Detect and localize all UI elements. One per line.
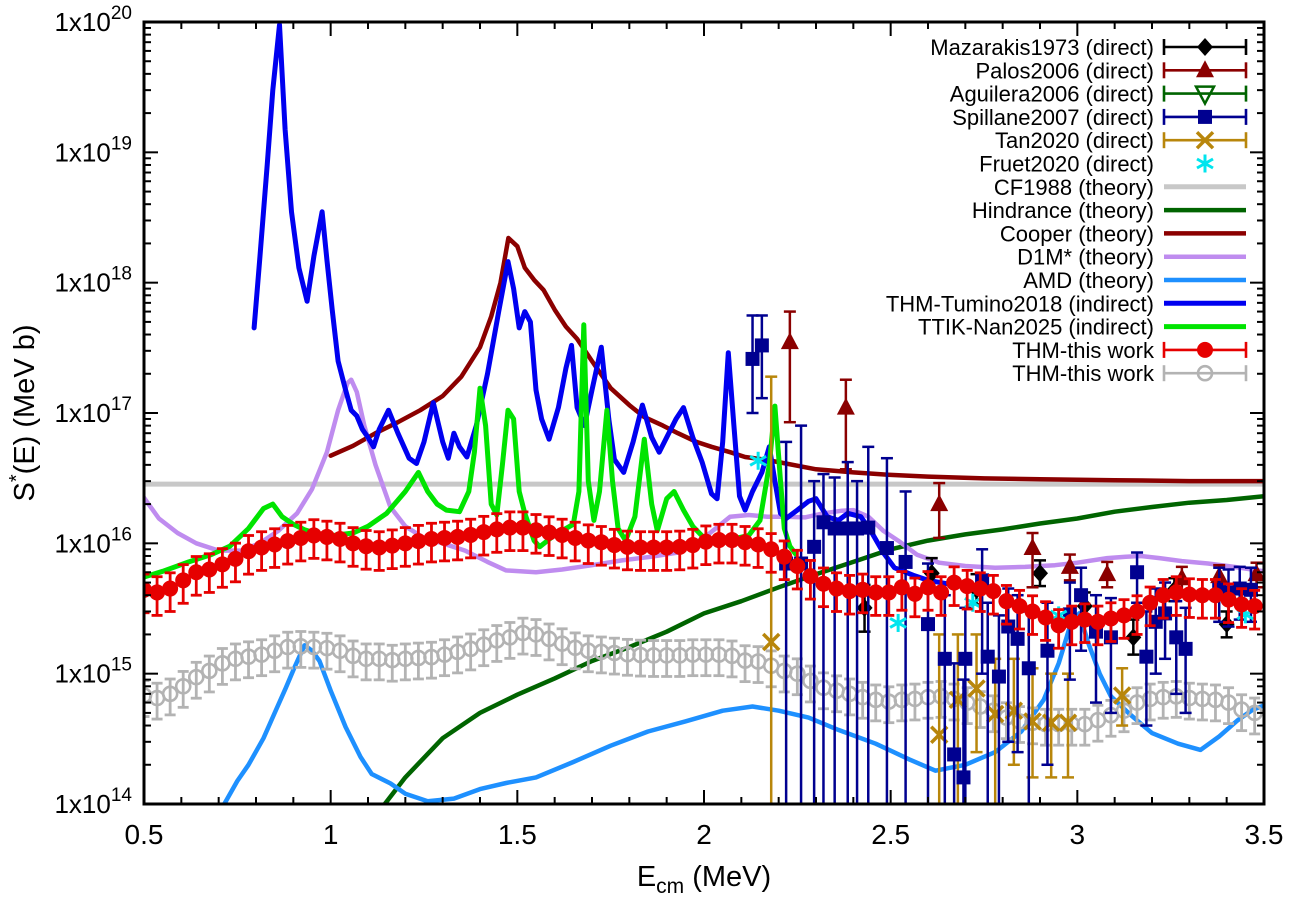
series-d1m	[144, 377, 1264, 575]
axis-tick-labels: 0.5 1 1.5 2 2.5 3 3.5 1x1014 1x1015 1x1016 1x1017 1…	[6, 3, 1283, 898]
legend-label-cooper: Cooper (theory)	[1000, 221, 1154, 246]
legend-label-aguilera: Aguilera2006 (direct)	[950, 82, 1154, 107]
x-tick-label-0.5: 0.5	[125, 819, 164, 850]
legend-item-hindrance: Hindrance (theory)	[972, 198, 1246, 223]
series-cooper	[328, 235, 1264, 484]
legend-item-cf1988: CF1988 (theory)	[994, 175, 1246, 200]
legend-label-thm_gray: THM-this work	[1012, 361, 1155, 386]
legend-label-hindrance: Hindrance (theory)	[972, 198, 1154, 223]
y-tick-label-15: 1x1015	[54, 655, 132, 689]
legend-label-thm_red: THM-this work	[1012, 338, 1155, 363]
x-tick-label-3.5: 3.5	[1245, 819, 1284, 850]
legend-item-tumino: THM-Tumino2018 (indirect)	[886, 291, 1246, 316]
y-tick-label-17: 1x1017	[54, 394, 132, 428]
series-fruet	[749, 451, 1255, 632]
legend-label-tan: Tan2020 (direct)	[995, 128, 1154, 153]
x-tick-label-3: 3	[1070, 819, 1086, 850]
legend-label-d1m: D1M* (theory)	[1017, 245, 1154, 270]
legend-label-palos: Palos2006 (direct)	[975, 58, 1154, 83]
x-tick-label-2.5: 2.5	[871, 819, 910, 850]
y-tick-label-14: 1x1014	[54, 785, 132, 819]
legend-item-spillane: Spillane2007 (direct)	[952, 105, 1248, 130]
x-tick-label-1.5: 1.5	[498, 819, 537, 850]
plot-area	[144, 22, 1264, 804]
legend-label-spillane: Spillane2007 (direct)	[952, 105, 1154, 130]
legend-item-cooper: Cooper (theory)	[1000, 221, 1246, 246]
legend-label-ttik: TTIK-Nan2025 (indirect)	[918, 315, 1154, 340]
series-tan	[761, 375, 1132, 804]
y-tick-label-18: 1x1018	[54, 264, 132, 298]
x-axis-title: Ecm (MeV)	[637, 861, 771, 898]
y-tick-label-16: 1x1016	[54, 524, 132, 558]
legend-label-cf1988: CF1988 (theory)	[994, 175, 1154, 200]
legend-item-aguilera: Aguilera2006 (direct)	[950, 82, 1248, 107]
legend: Mazarakis1973 (direct)Palos2006 (direct)…	[886, 35, 1248, 386]
legend-item-d1m: D1M* (theory)	[1017, 245, 1246, 270]
series-tumino	[251, 22, 998, 593]
legend-item-ttik: TTIK-Nan2025 (indirect)	[918, 315, 1246, 340]
series-thm_red	[144, 510, 1263, 650]
legend-item-thm_red: THM-this work	[1012, 338, 1248, 363]
series-thm_gray	[144, 616, 1263, 747]
legend-label-tumino: THM-Tumino2018 (indirect)	[886, 291, 1154, 316]
legend-label-fruet: Fruet2020 (direct)	[979, 152, 1154, 177]
legend-item-fruet: Fruet2020 (direct)	[979, 152, 1214, 177]
legend-item-amd: AMD (theory)	[1023, 268, 1246, 293]
legend-item-thm_gray: THM-this work	[1012, 361, 1248, 386]
legend-label-mazarakis: Mazarakis1973 (direct)	[930, 35, 1154, 60]
legend-label-amd: AMD (theory)	[1023, 268, 1154, 293]
legend-item-mazarakis: Mazarakis1973 (direct)	[930, 35, 1248, 60]
legend-item-palos: Palos2006 (direct)	[975, 58, 1248, 83]
x-tick-label-2: 2	[696, 819, 712, 850]
x-tick-label-1: 1	[323, 819, 339, 850]
y-tick-label-19: 1x1019	[54, 133, 132, 167]
y-axis-title: S*(E) (MeV b)	[6, 325, 41, 502]
axes	[142, 20, 1266, 806]
legend-item-tan: Tan2020 (direct)	[995, 128, 1248, 153]
y-tick-label-20: 1x1020	[54, 3, 132, 37]
